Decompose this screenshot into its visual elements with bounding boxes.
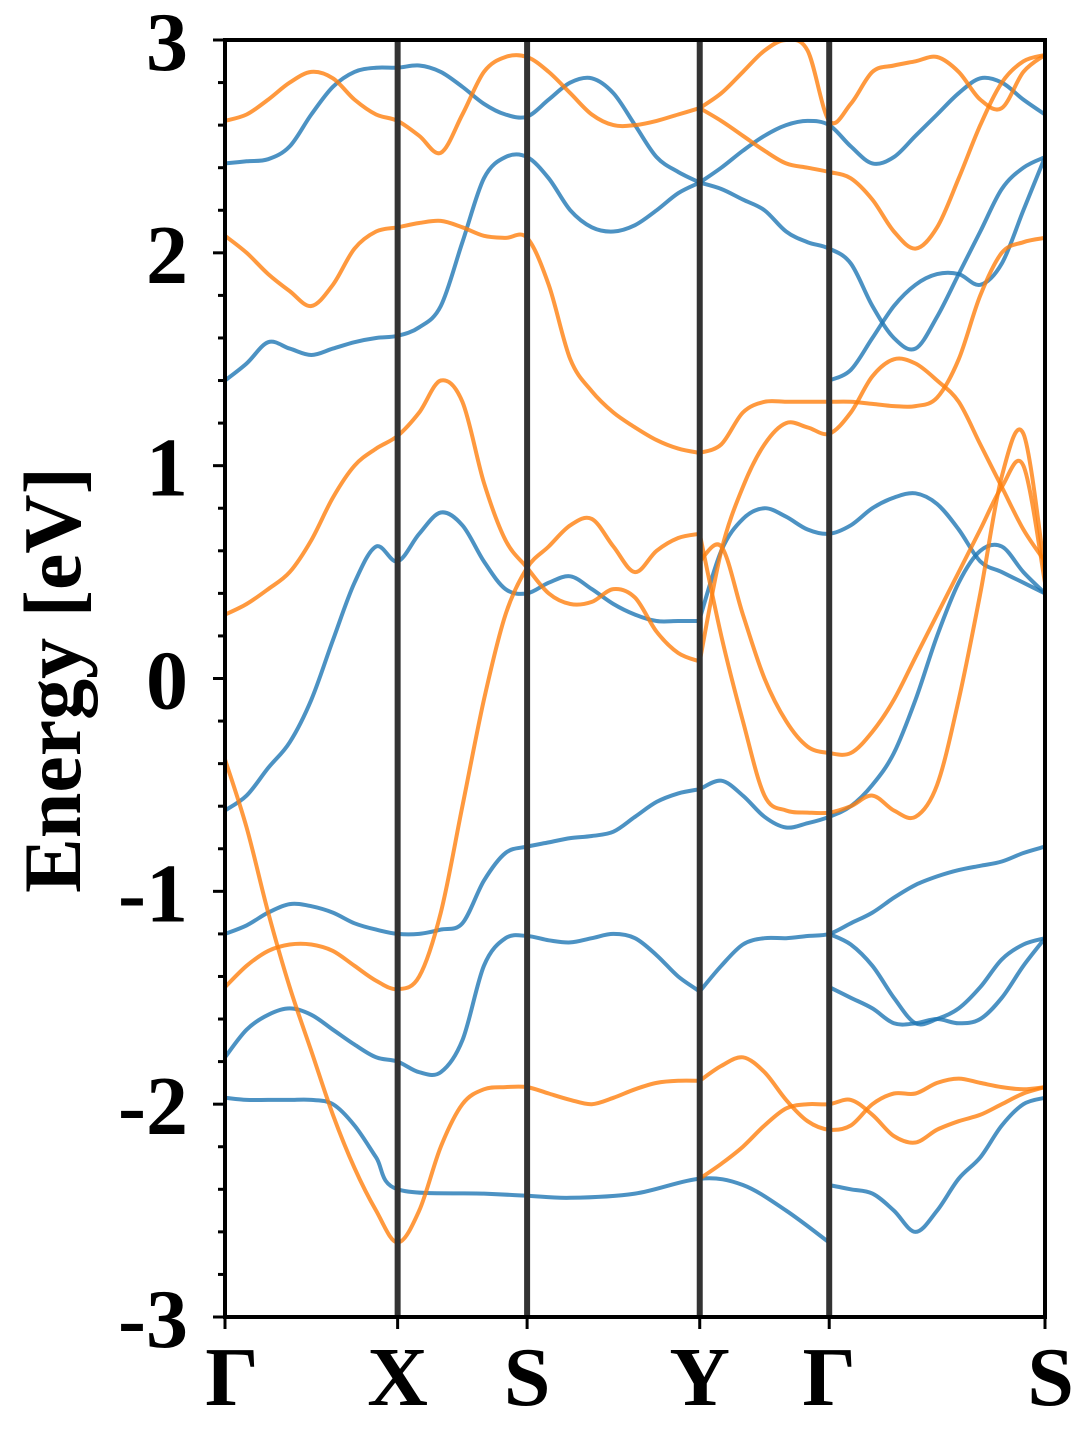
band-line <box>828 936 1045 1027</box>
y-ticks <box>213 38 225 1319</box>
x-tick-label: X <box>367 1331 428 1424</box>
y-axis-title: Energy [eV] <box>7 467 98 893</box>
x-ticks <box>223 1317 1047 1329</box>
band-line <box>699 155 1045 352</box>
band-line <box>698 52 1045 251</box>
y-tick-labels: 3 2 1 0 -1 -2 -3 <box>118 0 188 1366</box>
band-line <box>225 931 701 1078</box>
y-tick-label: 3 <box>146 0 188 89</box>
y-tick-label: 2 <box>146 209 188 302</box>
band-line <box>698 458 1045 757</box>
band-line <box>698 542 1045 830</box>
band-line <box>698 844 1045 993</box>
x-tick-label: Γ <box>802 1331 855 1424</box>
y-tick-label: -1 <box>118 847 188 940</box>
x-tick-label: S <box>504 1331 551 1424</box>
y-tick-label: 0 <box>146 635 188 728</box>
band-line <box>225 1095 831 1245</box>
band-line <box>225 152 701 383</box>
band-line <box>828 156 1045 383</box>
band-line <box>698 1055 1045 1132</box>
band-line <box>828 1095 1045 1234</box>
bands-layer <box>225 40 1045 1245</box>
band-line <box>697 427 1045 821</box>
band-line <box>225 218 701 455</box>
x-tick-label: S <box>1027 1331 1074 1424</box>
band-line <box>697 356 1045 662</box>
band-line <box>698 235 1045 455</box>
x-tick-label: Γ <box>205 1331 258 1424</box>
band-line <box>225 53 701 156</box>
y-tick-label: -2 <box>118 1060 188 1153</box>
band-line <box>225 378 701 664</box>
band-line <box>698 40 1045 126</box>
y-tick-label: 1 <box>146 422 188 515</box>
band-line <box>225 787 701 937</box>
band-line <box>698 75 1045 185</box>
band-line <box>698 1085 1045 1181</box>
x-tick-label: Y <box>669 1331 730 1424</box>
band-line <box>225 758 700 1245</box>
y-tick-label: -3 <box>118 1273 188 1366</box>
band-line <box>225 515 701 992</box>
band-line <box>225 63 701 185</box>
kpath-lines <box>394 40 833 1317</box>
band-line <box>225 510 700 813</box>
